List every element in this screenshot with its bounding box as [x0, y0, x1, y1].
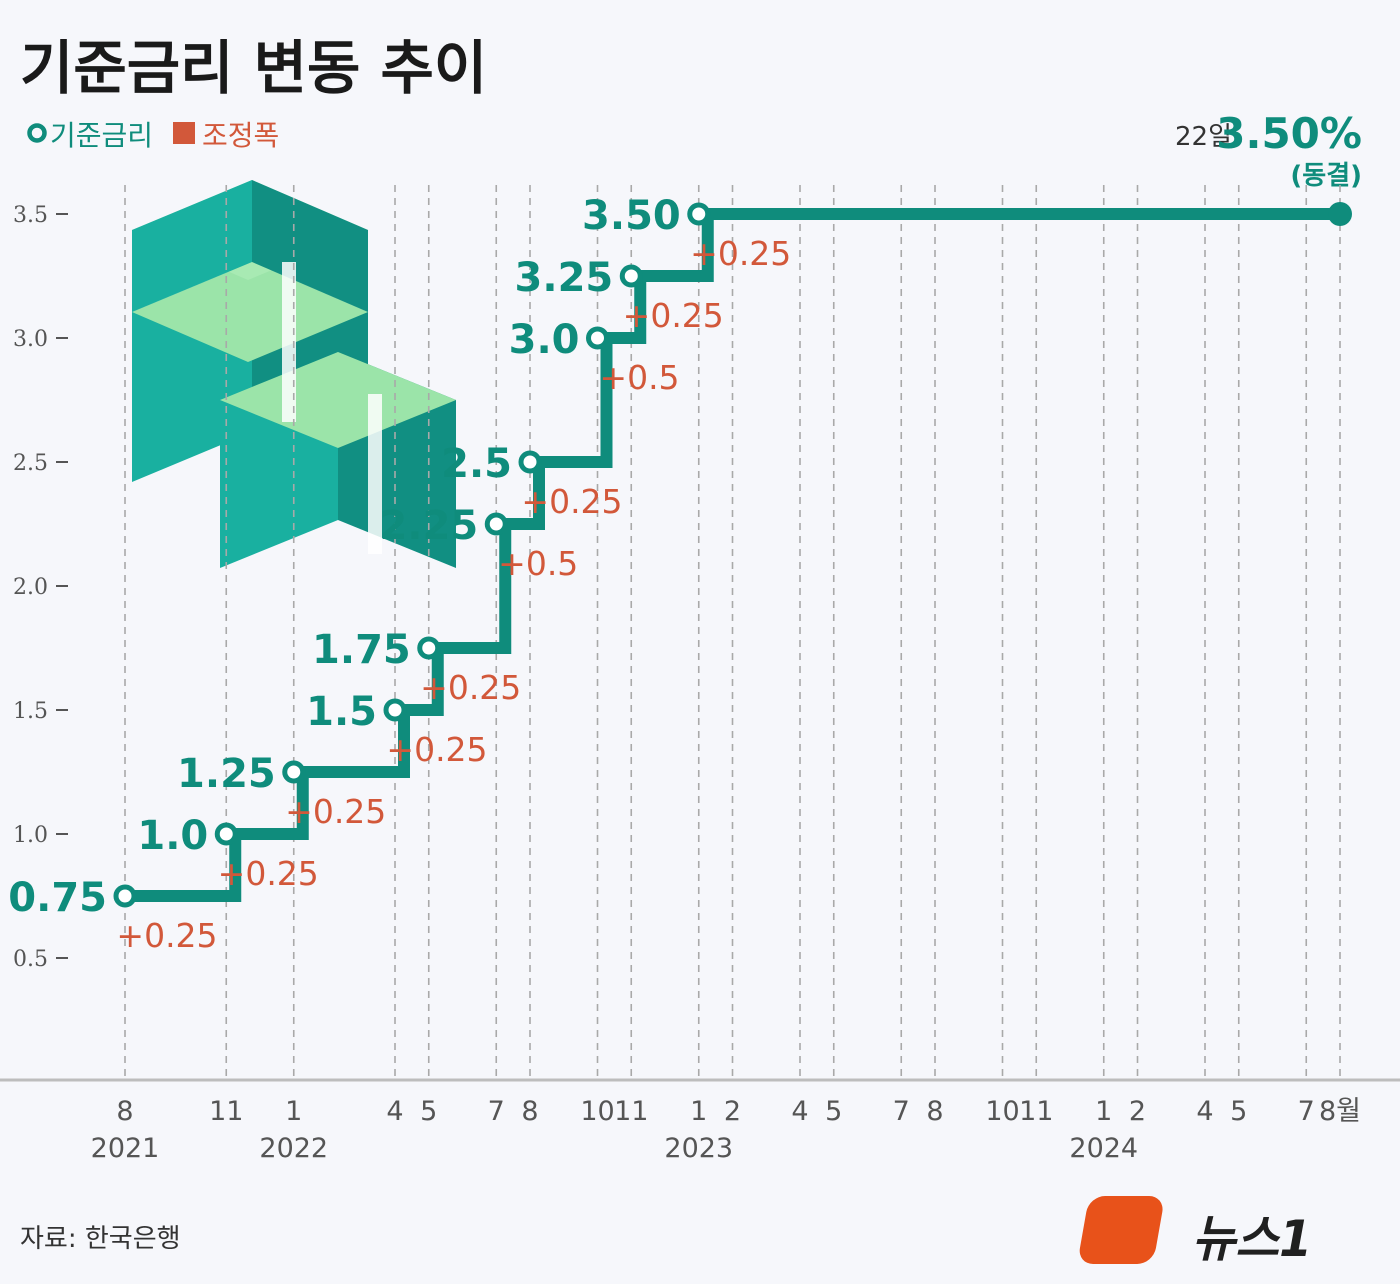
- change-label: +0.25: [690, 234, 791, 273]
- rate-point: [484, 512, 508, 536]
- rate-point: [282, 760, 306, 784]
- y-tick-label: 3.5: [13, 203, 48, 228]
- rate-point: [586, 326, 609, 350]
- x-month-label: 8월: [1319, 1096, 1361, 1127]
- x-month-label: 5: [825, 1096, 842, 1127]
- x-month-label: 8: [521, 1096, 538, 1127]
- latest-day-label: 22일: [1175, 122, 1232, 152]
- rate-value-label: 2.5: [441, 441, 512, 487]
- rate-value-label: 1.0: [137, 813, 208, 859]
- latest-value-label: 3.50%: [1216, 109, 1362, 158]
- rate-value-label: 2.25: [380, 503, 479, 549]
- rate-value-label: 3.50: [582, 193, 681, 239]
- x-month-label: 10: [985, 1096, 1019, 1127]
- x-year-label: 2021: [91, 1133, 160, 1164]
- money-stack-illustration: [132, 180, 456, 568]
- logo-mark-icon: [1079, 1196, 1163, 1264]
- news1-logo: 뉴스1: [1079, 1196, 1312, 1268]
- rate-value-label: 0.75: [8, 875, 107, 921]
- change-label: +0.25: [218, 854, 319, 893]
- change-label: +0.25: [521, 482, 622, 521]
- rate-point: [417, 636, 441, 660]
- x-year-label: 2022: [259, 1133, 328, 1164]
- x-month-label: 11: [614, 1096, 648, 1127]
- y-axis: 0.5 1.0 1.5 2.0 2.5 3.0 3.5: [13, 203, 68, 972]
- change-label: +0.5: [599, 358, 679, 397]
- change-label: +0.25: [623, 296, 724, 335]
- change-label: +0.5: [498, 544, 578, 583]
- x-month-label: 11: [209, 1096, 243, 1127]
- y-tick-label: 2.0: [13, 575, 48, 600]
- rate-value-label: 3.25: [515, 255, 614, 301]
- y-tick-label: 3.0: [13, 327, 48, 352]
- rate-value-label: 3.0: [509, 317, 580, 363]
- x-month-label: 2: [1129, 1096, 1146, 1127]
- rate-point: [687, 202, 711, 226]
- rate-value-label: 1.25: [177, 751, 276, 797]
- x-month-label: 11: [1019, 1096, 1053, 1127]
- change-label: +0.25: [285, 792, 386, 831]
- x-month-label: 1: [690, 1096, 707, 1127]
- x-month-label: 1: [1095, 1096, 1112, 1127]
- rate-end-point: [1328, 202, 1352, 226]
- legend-change-marker-icon: [173, 122, 195, 144]
- legend: 기준금리 조정폭: [27, 119, 279, 152]
- y-tick-label: 1.5: [13, 699, 48, 724]
- legend-rate-marker-icon: [27, 123, 47, 143]
- rate-point: [383, 698, 407, 722]
- x-month-label: 4: [791, 1096, 808, 1127]
- x-month-label: 4: [1196, 1096, 1213, 1127]
- source-note: 자료: 한국은행: [20, 1224, 181, 1254]
- change-label: +0.25: [116, 916, 217, 955]
- x-month-label: 8: [116, 1096, 133, 1127]
- chart-title: 기준금리 변동 추이: [20, 34, 487, 102]
- latest-annotation: 22일 3.50% (동결): [1175, 109, 1362, 191]
- x-month-label: 1: [285, 1096, 302, 1127]
- logo-text: 뉴스1: [1192, 1210, 1312, 1268]
- rate-labels: 0.75+0.251.0+0.251.25+0.251.5+0.251.75+0…: [8, 193, 791, 955]
- x-month-label: 8: [926, 1096, 943, 1127]
- rate-value-label: 1.5: [306, 689, 377, 735]
- x-month-label: 7: [488, 1096, 505, 1127]
- x-month-label: 2: [724, 1096, 741, 1127]
- legend-rate-label: 기준금리: [50, 119, 153, 152]
- change-label: +0.25: [420, 668, 521, 707]
- x-month-label: 10: [580, 1096, 614, 1127]
- y-tick-label: 2.5: [13, 451, 48, 476]
- x-year-label: 2023: [664, 1133, 733, 1164]
- rate-point: [619, 264, 643, 288]
- latest-note: (동결): [1290, 161, 1362, 191]
- x-month-label: 4: [386, 1096, 403, 1127]
- y-tick-label: 1.0: [13, 823, 48, 848]
- change-label: +0.25: [386, 730, 487, 769]
- rate-points: [113, 202, 1352, 908]
- x-month-label: 7: [893, 1096, 910, 1127]
- y-tick-label: 0.5: [13, 947, 48, 972]
- x-month-label: 5: [1230, 1096, 1247, 1127]
- x-month-label: 5: [420, 1096, 437, 1127]
- x-month-label: 7: [1298, 1096, 1315, 1127]
- rate-point: [113, 884, 137, 908]
- rate-point: [518, 450, 542, 474]
- x-year-label: 2024: [1069, 1133, 1138, 1164]
- legend-change-label: 조정폭: [202, 119, 279, 152]
- grid-lines: [124, 185, 1341, 1080]
- rate-value-label: 1.75: [312, 627, 411, 673]
- rate-point: [214, 822, 238, 846]
